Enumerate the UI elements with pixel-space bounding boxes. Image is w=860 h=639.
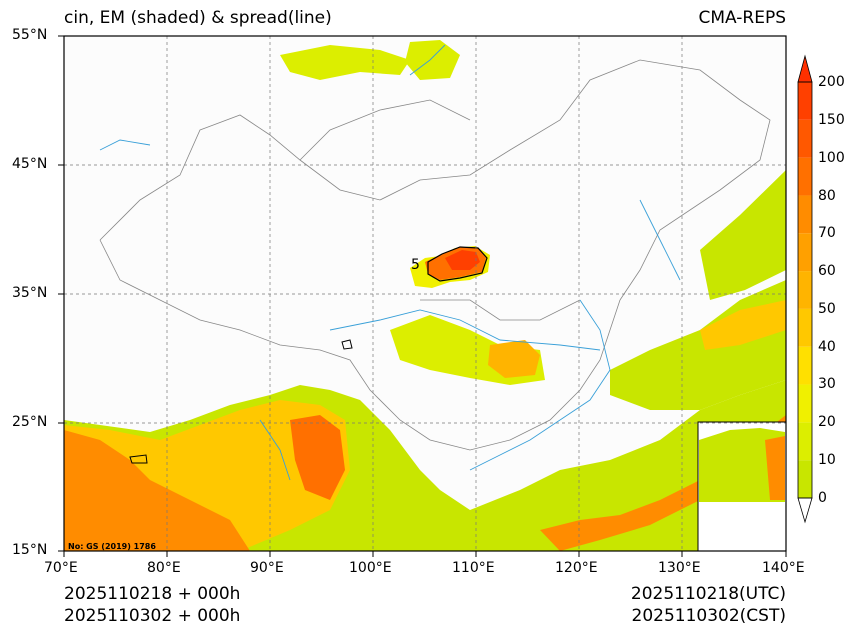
colorbar-segment [798,460,812,498]
colorbar-segment [798,195,812,234]
cin-field-east-band [700,300,786,350]
lat-label-45n: 45°N [12,156,48,172]
lon-label-100e: 100°E [349,560,392,576]
country-borders [99,59,771,451]
init-time-cst: 2025110302 + 000h [64,606,241,626]
spread-contour-small-1 [341,339,353,350]
lat-label-55n: 55°N [12,27,48,43]
colorbar-label-0: 0 [818,490,827,506]
cin-field-southeast-band [540,415,786,551]
colorbar-segment [798,82,812,120]
colorbar-label-70: 70 [818,225,836,241]
colorbar-segment [798,119,812,158]
colorbar-segment [798,346,812,385]
colorbar-label-100: 100 [818,150,845,166]
cin-field-core-red [445,250,480,270]
colorbar [798,82,812,498]
colorbar-label-60: 60 [818,263,836,279]
rivers-and-coasts [99,44,681,481]
axis-ticks [58,35,787,557]
lat-label-25n: 25°N [12,414,48,430]
lat-label-35n: 35°N [12,285,48,301]
map-approval-watermark: No: GS (2019) 1786 [68,542,156,551]
colorbar-label-200: 200 [818,74,845,90]
colorbar-segment [798,384,812,423]
lon-label-80e: 80°E [147,560,181,576]
colorbar-segment [798,157,812,196]
colorbar-over-arrow [797,54,813,83]
lon-label-110e: 110°E [452,560,495,576]
spread-contour-line [427,246,488,282]
colorbar-segment [798,422,812,461]
colorbar-label-80: 80 [818,188,836,204]
inset-map-field [699,428,785,502]
inset-map-field-high [765,436,785,500]
colorbar-label-10: 10 [818,452,836,468]
cin-field-northeast-base [700,170,786,300]
colorbar-label-20: 20 [818,414,836,430]
spread-contour-small-2 [129,454,148,464]
valid-time-utc: 2025110218(UTC) [630,584,786,604]
colorbar-label-40: 40 [818,339,836,355]
colorbar-frame [797,81,813,499]
colorbar-under-arrow [797,497,813,524]
cin-field-south-high [64,430,250,551]
colorbar-label-50: 50 [818,301,836,317]
lon-label-140e: 140°E [762,560,805,576]
colorbar-segment [798,271,812,309]
cin-field-north-patch-2 [405,40,460,80]
colorbar-segment [798,308,812,347]
cin-field-north-patch [280,45,410,80]
contour-label: 5 [411,257,420,273]
colorbar-label-150: 150 [818,112,845,128]
colorbar-segment [798,233,812,272]
cin-field-myanmar-high [290,415,345,500]
cin-field-central-orange [488,340,540,378]
valid-time-cst: 2025110302(CST) [631,606,786,626]
model-name: CMA-REPS [698,8,786,28]
lon-label-130e: 130°E [658,560,701,576]
init-time-utc: 2025110218 + 000h [64,584,241,604]
lat-label-15n: 15°N [12,542,48,558]
lon-label-90e: 90°E [250,560,284,576]
map-title: cin, EM (shaded) & spread(line) [64,8,332,28]
lon-label-70e: 70°E [44,560,78,576]
colorbar-label-30: 30 [818,376,836,392]
lon-label-120e: 120°E [555,560,598,576]
